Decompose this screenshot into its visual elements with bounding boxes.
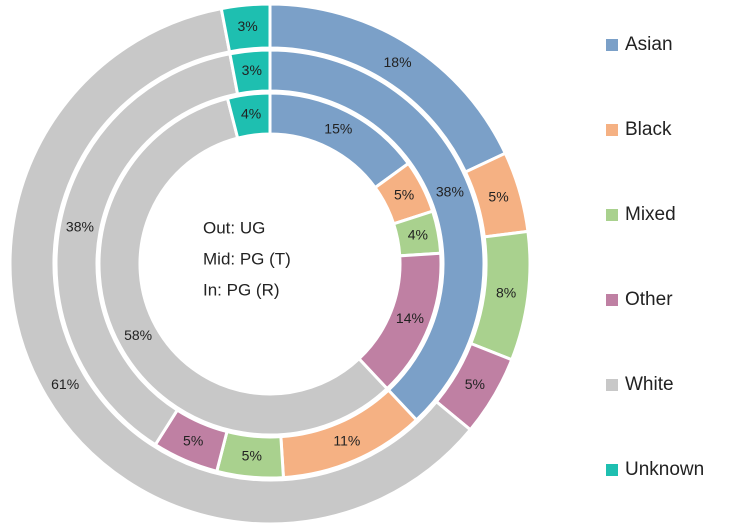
legend-swatch [606,464,618,476]
legend-label: White [625,374,674,395]
data-label: 3% [237,18,257,34]
legend-swatch [606,39,618,51]
legend-label: Asian [625,34,673,55]
data-label: 3% [242,62,262,78]
center-label: Mid: PG (T) [203,249,291,268]
legend-swatch [606,294,618,306]
data-label: 61% [51,376,79,392]
ring-segment [225,91,272,140]
legend-swatch [606,124,618,136]
data-label: 8% [496,285,516,301]
data-label: 5% [183,432,203,448]
center-label: Out: UG [203,218,265,237]
data-label: 38% [436,183,464,199]
legend-label: Mixed [625,204,676,225]
data-label: 11% [333,432,360,448]
legend-label: Other [625,289,673,310]
data-label: 18% [384,54,412,70]
ring-segment [228,48,272,96]
legend-swatch [606,209,618,221]
data-label: 5% [465,376,485,392]
data-label: 4% [408,227,428,243]
data-label: 15% [324,121,352,137]
data-label: 4% [241,105,261,121]
data-label: 5% [394,186,414,202]
ring-segment [97,96,390,437]
ring-segment [8,6,473,524]
data-label: 38% [66,218,94,234]
data-label: 5% [242,447,262,463]
ring-segment [219,2,272,54]
legend-label: Black [625,119,672,140]
center-label: In: PG (R) [203,280,280,299]
data-label: 5% [488,188,508,204]
legend-swatch [606,379,618,391]
data-label: 14% [396,310,424,326]
data-label: 58% [124,327,152,343]
legend-label: Unknown [625,459,704,480]
